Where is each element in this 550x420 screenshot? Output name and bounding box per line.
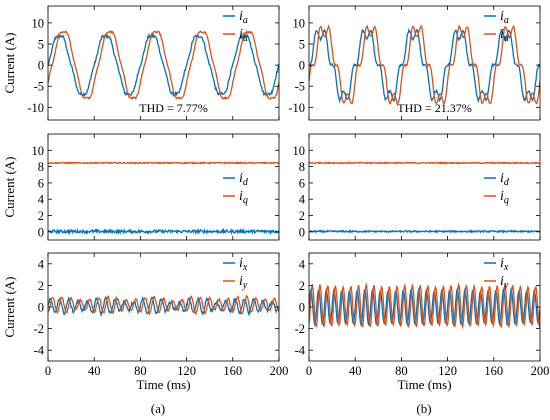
y-tick-label: 2 — [299, 279, 305, 293]
legend-label: iq — [500, 189, 509, 206]
x-tick-label: 0 — [45, 364, 51, 378]
series-line-2 — [48, 29, 279, 101]
axes-frame — [47, 5, 280, 121]
legend-label: iy — [239, 274, 248, 291]
series-line-1 — [48, 32, 279, 98]
y-tick-label: 4 — [299, 193, 306, 207]
x-tick-label: 40 — [349, 364, 362, 378]
series-line-2 — [48, 161, 279, 165]
series-line-1 — [309, 27, 540, 104]
y-tick-label: 5 — [299, 38, 305, 52]
x-tick-label: 120 — [438, 364, 457, 378]
series-line-1 — [309, 286, 540, 327]
legend-label: ix — [239, 256, 248, 273]
y-tick-label: 2 — [299, 209, 305, 223]
y-tick-label: -4 — [295, 344, 306, 358]
series-line-2 — [309, 282, 540, 330]
series-line-1 — [48, 295, 279, 318]
legend-label: iy — [500, 274, 509, 291]
y-tick-label: -4 — [34, 344, 45, 358]
x-axis-label: Time (ms) — [397, 377, 451, 392]
y-tick-label: 0 — [38, 301, 44, 315]
y-tick-label: -5 — [34, 80, 44, 94]
y-tick-label: -10 — [27, 101, 44, 115]
x-tick-label: 40 — [88, 364, 101, 378]
y-tick-label: -2 — [34, 322, 44, 336]
y-tick-label: 0 — [299, 59, 305, 73]
x-axis-label: Time (ms) — [136, 377, 190, 392]
x-tick-label: 80 — [395, 364, 408, 378]
column-label-b: (b) — [416, 401, 431, 416]
x-tick-label: 200 — [531, 364, 550, 378]
y-tick-label: 5 — [38, 38, 44, 52]
series-line-2 — [309, 24, 540, 105]
legend-label: ia — [239, 9, 248, 26]
y-tick-label: 10 — [32, 144, 45, 158]
legend-label: iu — [500, 27, 509, 44]
axes-frame — [308, 133, 541, 241]
axes-frame — [308, 5, 541, 121]
x-tick-label: 0 — [306, 364, 312, 378]
y-tick-label: -10 — [288, 101, 305, 115]
thd-annotation: THD = 7.77% — [139, 101, 207, 115]
y-tick-label: 10 — [293, 144, 306, 158]
y-tick-label: 8 — [299, 160, 305, 174]
y-axis-label: Current (A) — [2, 156, 17, 217]
series-line-1 — [309, 229, 540, 234]
y-tick-label: 4 — [299, 257, 306, 271]
x-tick-label: 120 — [177, 364, 196, 378]
y-tick-label: -5 — [295, 80, 305, 94]
y-tick-label: 2 — [38, 209, 44, 223]
axes-frame — [47, 133, 280, 241]
y-tick-label: 0 — [299, 301, 305, 315]
y-tick-label: 0 — [38, 59, 44, 73]
y-tick-label: 6 — [38, 176, 44, 190]
x-tick-label: 160 — [484, 364, 503, 378]
y-tick-label: 8 — [38, 160, 44, 174]
column-label-a: (a) — [151, 401, 165, 416]
y-tick-label: 4 — [38, 193, 45, 207]
y-axis-label: Current (A) — [2, 32, 17, 93]
y-tick-label: 4 — [38, 257, 45, 271]
y-tick-label: 10 — [32, 16, 45, 30]
legend-label: id — [239, 171, 249, 188]
legend-label: ia — [500, 9, 509, 26]
y-tick-label: 2 — [38, 279, 44, 293]
legend-label: iu — [239, 27, 248, 44]
thd-annotation: THD = 21.37% — [397, 101, 471, 115]
y-tick-label: -2 — [295, 322, 305, 336]
series-line-2 — [48, 294, 279, 316]
x-tick-label: 80 — [134, 364, 147, 378]
legend-label: ix — [500, 256, 509, 273]
y-tick-label: 10 — [293, 16, 306, 30]
x-tick-label: 160 — [223, 364, 242, 378]
legend-label: iq — [239, 189, 248, 206]
y-tick-label: 0 — [38, 225, 44, 239]
y-tick-label: 0 — [299, 225, 305, 239]
legend-label: id — [500, 171, 510, 188]
y-tick-label: 6 — [299, 176, 305, 190]
series-line-2 — [309, 161, 540, 165]
series-line-1 — [48, 227, 279, 236]
x-tick-label: 200 — [270, 364, 289, 378]
y-axis-label: Current (A) — [2, 276, 17, 337]
